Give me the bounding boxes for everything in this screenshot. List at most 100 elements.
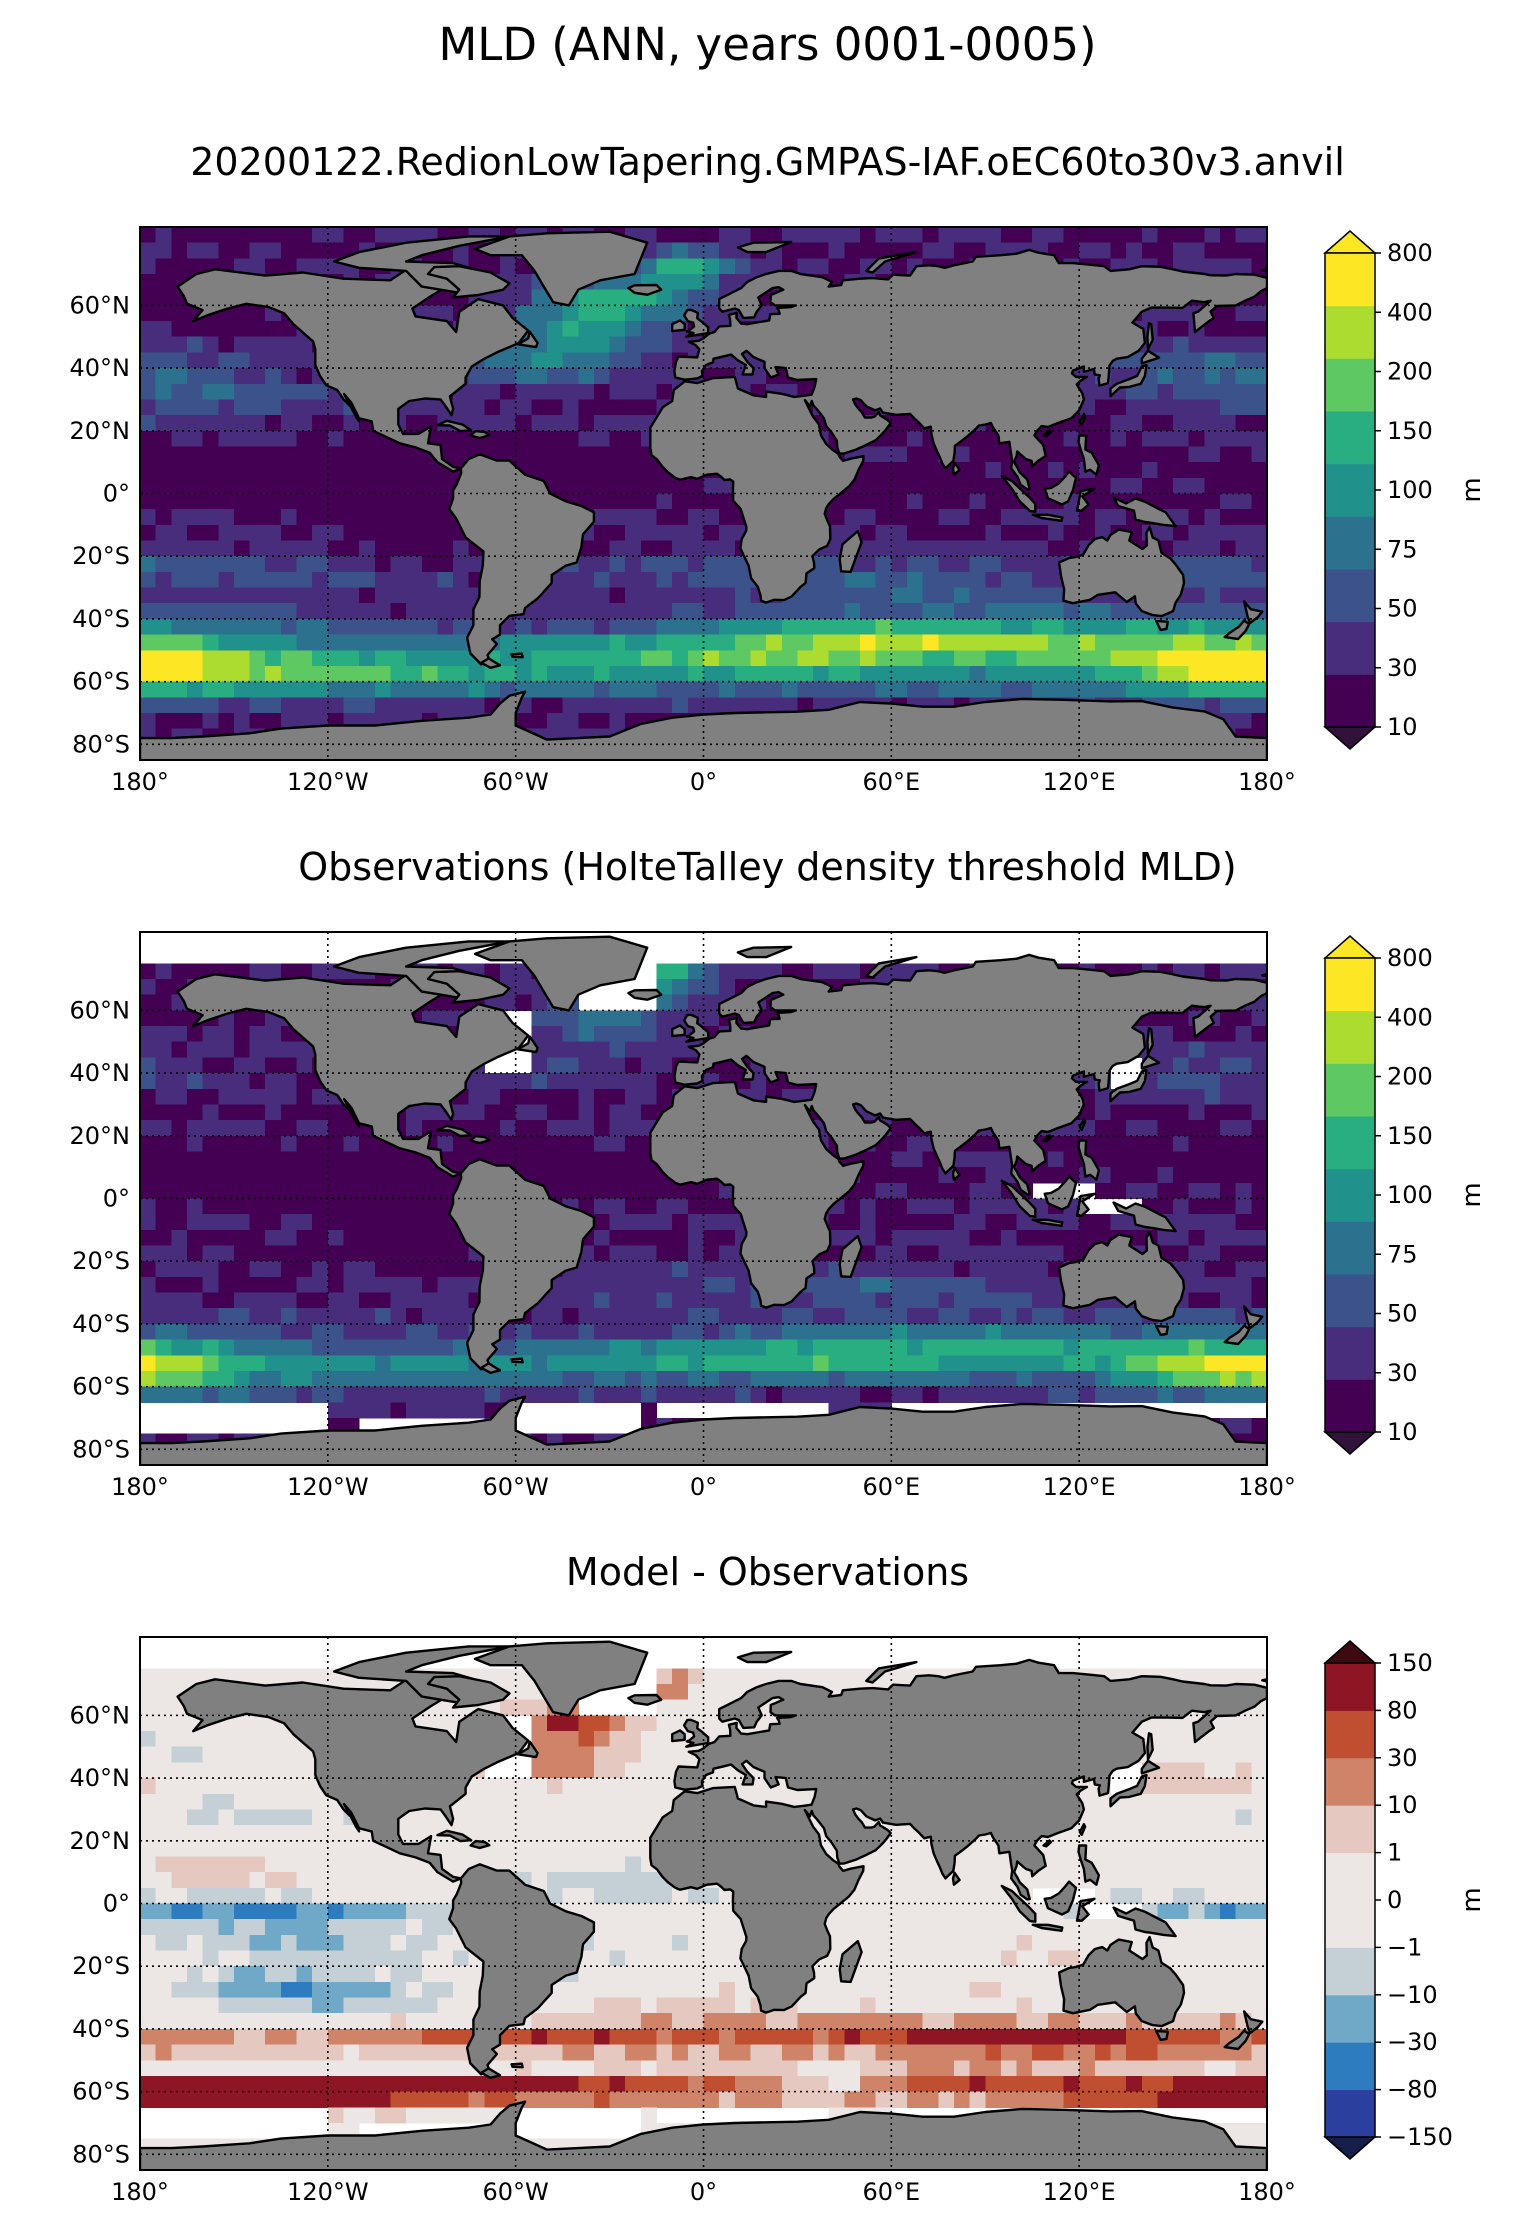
land-hainan	[1042, 429, 1053, 438]
colorbar-tick-label: 80	[1387, 1696, 1418, 1724]
colorbar-tick-label: 10	[1387, 1418, 1418, 1446]
figure-title: MLD (ANN, years 0001-0005)	[438, 18, 1097, 71]
land-iceland	[627, 1693, 663, 1706]
land-north-america	[176, 971, 530, 1178]
land-new-zealand-south	[1223, 619, 1251, 641]
land-sulawesi	[1075, 1897, 1096, 1922]
land-hokkaido	[1140, 1054, 1161, 1070]
colorbar-segment	[1325, 411, 1375, 465]
map-frame	[139, 931, 1268, 1466]
colorbar-segment	[1325, 1379, 1375, 1433]
colorbar-tick-label: 150	[1387, 1122, 1433, 1150]
land-philippines	[1077, 1844, 1101, 1886]
land-new-guinea	[1112, 1201, 1177, 1233]
land-japan	[1109, 1068, 1148, 1103]
graticule	[140, 932, 1267, 1465]
difference-map-panel: 60°N 40°N 20°N 0° 20°S 40°S 60°S 80°S 180° 120°W 6…	[0, 1630, 1535, 2206]
land-novaya-zemlya	[865, 250, 918, 274]
colorbar-segment	[1325, 674, 1375, 728]
lon-tick-label: 180°	[111, 1473, 169, 1501]
land-taiwan	[1078, 413, 1087, 426]
land-java	[1031, 1923, 1064, 1932]
colorbar-segment	[1325, 1274, 1375, 1328]
lat-tick-label: 40°N	[70, 1059, 131, 1087]
land-iceland	[627, 283, 663, 296]
land-newfoundland	[516, 1035, 539, 1054]
lat-tick-label: 20°S	[72, 1247, 130, 1275]
observations-map-panel: 60°N 40°N 20°N 0° 20°S 40°S 60°S 80°S 180° 120°W 6…	[0, 925, 1535, 1501]
land-taiwan	[1078, 1823, 1087, 1836]
colorbar-tick-label: 100	[1387, 476, 1433, 504]
land-japan	[1109, 1773, 1148, 1808]
land-south-america	[448, 1158, 596, 1371]
colorbar-tick-label: −1	[1387, 1933, 1422, 1961]
land-philippines	[1077, 1139, 1101, 1181]
lat-tick-label: 60°S	[72, 1373, 130, 1401]
map-svg: 60°N 40°N 20°N 0° 20°S 40°S 60°S 80°S 180° 120°W 6…	[70, 226, 1487, 796]
graticule	[140, 1637, 1267, 2170]
difference-panel-title: Model - Observations	[565, 1550, 970, 1594]
land-java	[1031, 513, 1064, 522]
lat-tick-label: 20°S	[72, 542, 130, 570]
map-plot-area	[140, 1637, 1267, 2170]
lat-tick-label: 20°S	[72, 1952, 130, 1980]
lon-tick-label: 180°	[1238, 1473, 1296, 1501]
land-layer	[140, 935, 1267, 1465]
colorbar-segment	[1325, 569, 1375, 623]
colorbar-over-extension	[1323, 1640, 1377, 1664]
lon-tick-label: 180°	[111, 2178, 169, 2206]
land-tasmania	[1155, 2029, 1169, 2042]
colorbar-segment	[1325, 1168, 1375, 1222]
colorbar-under-extension	[1323, 1431, 1377, 1455]
colorbar-tick-label: 50	[1387, 595, 1418, 623]
land-sumatra	[1000, 1179, 1037, 1218]
lat-tick-label: 0°	[103, 1185, 130, 1213]
land-falklands	[510, 2062, 524, 2069]
lon-tick-label: 0°	[690, 1473, 717, 1501]
observations-panel-title: Observations (HolteTalley density thresh…	[298, 845, 1237, 889]
colorbar-tick-label: −80	[1387, 2076, 1438, 2104]
lat-tick-label: 40°S	[72, 2015, 130, 2043]
land-hainan	[1042, 1839, 1053, 1848]
colorbar-under-extension	[1323, 2136, 1377, 2160]
land-svalbard	[736, 945, 793, 959]
colorbar-tick-label: 50	[1387, 1300, 1418, 1328]
lon-tick-label: 120°E	[1043, 2178, 1116, 2206]
land-hispaniola	[469, 429, 491, 440]
model-map-panel: 60°N 40°N 20°N 0° 20°S 40°S 60°S 80°S 180° 120°W 6…	[0, 220, 1535, 796]
lat-tick-label: 0°	[103, 1890, 130, 1918]
colorbar: 10 30 50 75 100 150 200 400 800 m	[1323, 935, 1487, 1455]
lat-tick-label: 40°S	[72, 1310, 130, 1338]
lat-tick-label: 80°S	[72, 2140, 130, 2168]
run-name-subtitle: 20200122.RedionLowTapering.GMPAS-IAF.oEC…	[190, 140, 1345, 184]
colorbar-unit-label: m	[1457, 1887, 1487, 1912]
colorbar-tick-label: −30	[1387, 2028, 1438, 2056]
land-new-zealand-south	[1223, 1324, 1251, 1346]
colorbar-segment	[1325, 958, 1375, 1012]
land-borneo	[1043, 1880, 1078, 1916]
land-ireland	[671, 319, 686, 333]
colorbar-segment	[1325, 1710, 1375, 1759]
land-madagascar	[838, 529, 863, 574]
lon-tick-label: 60°E	[862, 768, 920, 796]
land-taiwan	[1078, 1118, 1087, 1131]
colorbar-segment	[1325, 253, 1375, 307]
land-new-zealand-north	[1242, 600, 1264, 625]
land-great-britain	[682, 308, 710, 338]
colorbar-tick-label: 30	[1387, 1744, 1418, 1772]
land-svalbard	[736, 240, 793, 254]
land-hokkaido	[1140, 349, 1161, 365]
lat-tick-label: 0°	[103, 480, 130, 508]
land-afro-eurasia	[649, 248, 1267, 604]
lat-tick-label: 40°N	[70, 1764, 131, 1792]
colorbar-segment	[1325, 1994, 1375, 2043]
lat-tick-label: 60°N	[70, 996, 131, 1024]
colorbar-over-extension	[1323, 935, 1377, 959]
lon-tick-label: 120°E	[1043, 768, 1116, 796]
land-sri-lanka	[951, 1166, 961, 1181]
colorbar-tick-label: 30	[1387, 654, 1418, 682]
lat-tick-label: 80°S	[72, 730, 130, 758]
colorbar-tick-label: 150	[1387, 417, 1433, 445]
land-afro-eurasia	[649, 953, 1267, 1309]
